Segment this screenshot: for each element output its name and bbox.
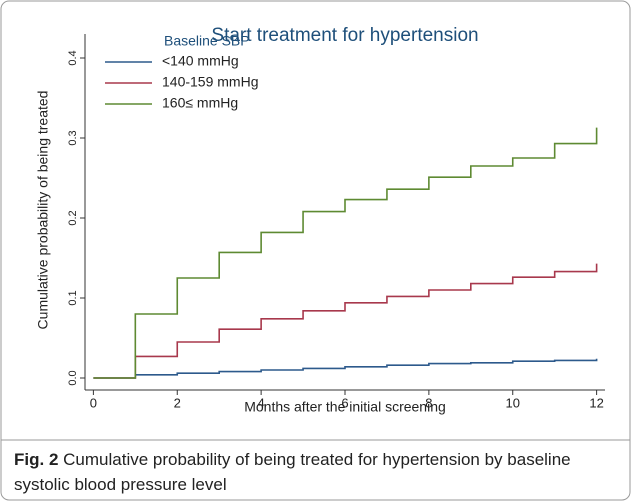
y-tick-label: 0.4: [67, 50, 79, 65]
series-line: [93, 127, 598, 379]
x-tick-label: 12: [589, 395, 603, 410]
caption-label: Fig. 2: [14, 450, 59, 469]
caption: Fig. 2 Cumulative probability of being t…: [14, 447, 619, 497]
y-tick-label: 0.0: [67, 370, 79, 385]
x-tick-label: 6: [341, 395, 348, 410]
y-tick-label: 0.3: [67, 130, 79, 145]
x-axis-label: Months after the initial screening: [244, 399, 446, 415]
x-tick-label: 0: [90, 395, 97, 410]
series-line: [93, 358, 598, 379]
caption-text: Cumulative probability of being treated …: [14, 450, 571, 494]
y-axis-label: Cumulative probability of being treated: [35, 91, 51, 330]
chart-title: Start treatment for hypertension: [211, 25, 478, 46]
series-line: [93, 263, 598, 379]
legend-label: 140-159 mmHg: [162, 74, 259, 90]
x-tick-label: 4: [258, 395, 265, 410]
y-tick-label: 0.2: [67, 210, 79, 225]
x-tick-label: 8: [425, 395, 432, 410]
x-tick-label: 2: [174, 395, 181, 410]
x-tick-label: 10: [506, 395, 520, 410]
legend-label: 160≤ mmHg: [162, 95, 238, 111]
y-tick-label: 0.1: [67, 290, 79, 305]
legend-title: Baseline SBP: [164, 33, 250, 49]
legend-label: <140 mmHg: [162, 53, 239, 69]
